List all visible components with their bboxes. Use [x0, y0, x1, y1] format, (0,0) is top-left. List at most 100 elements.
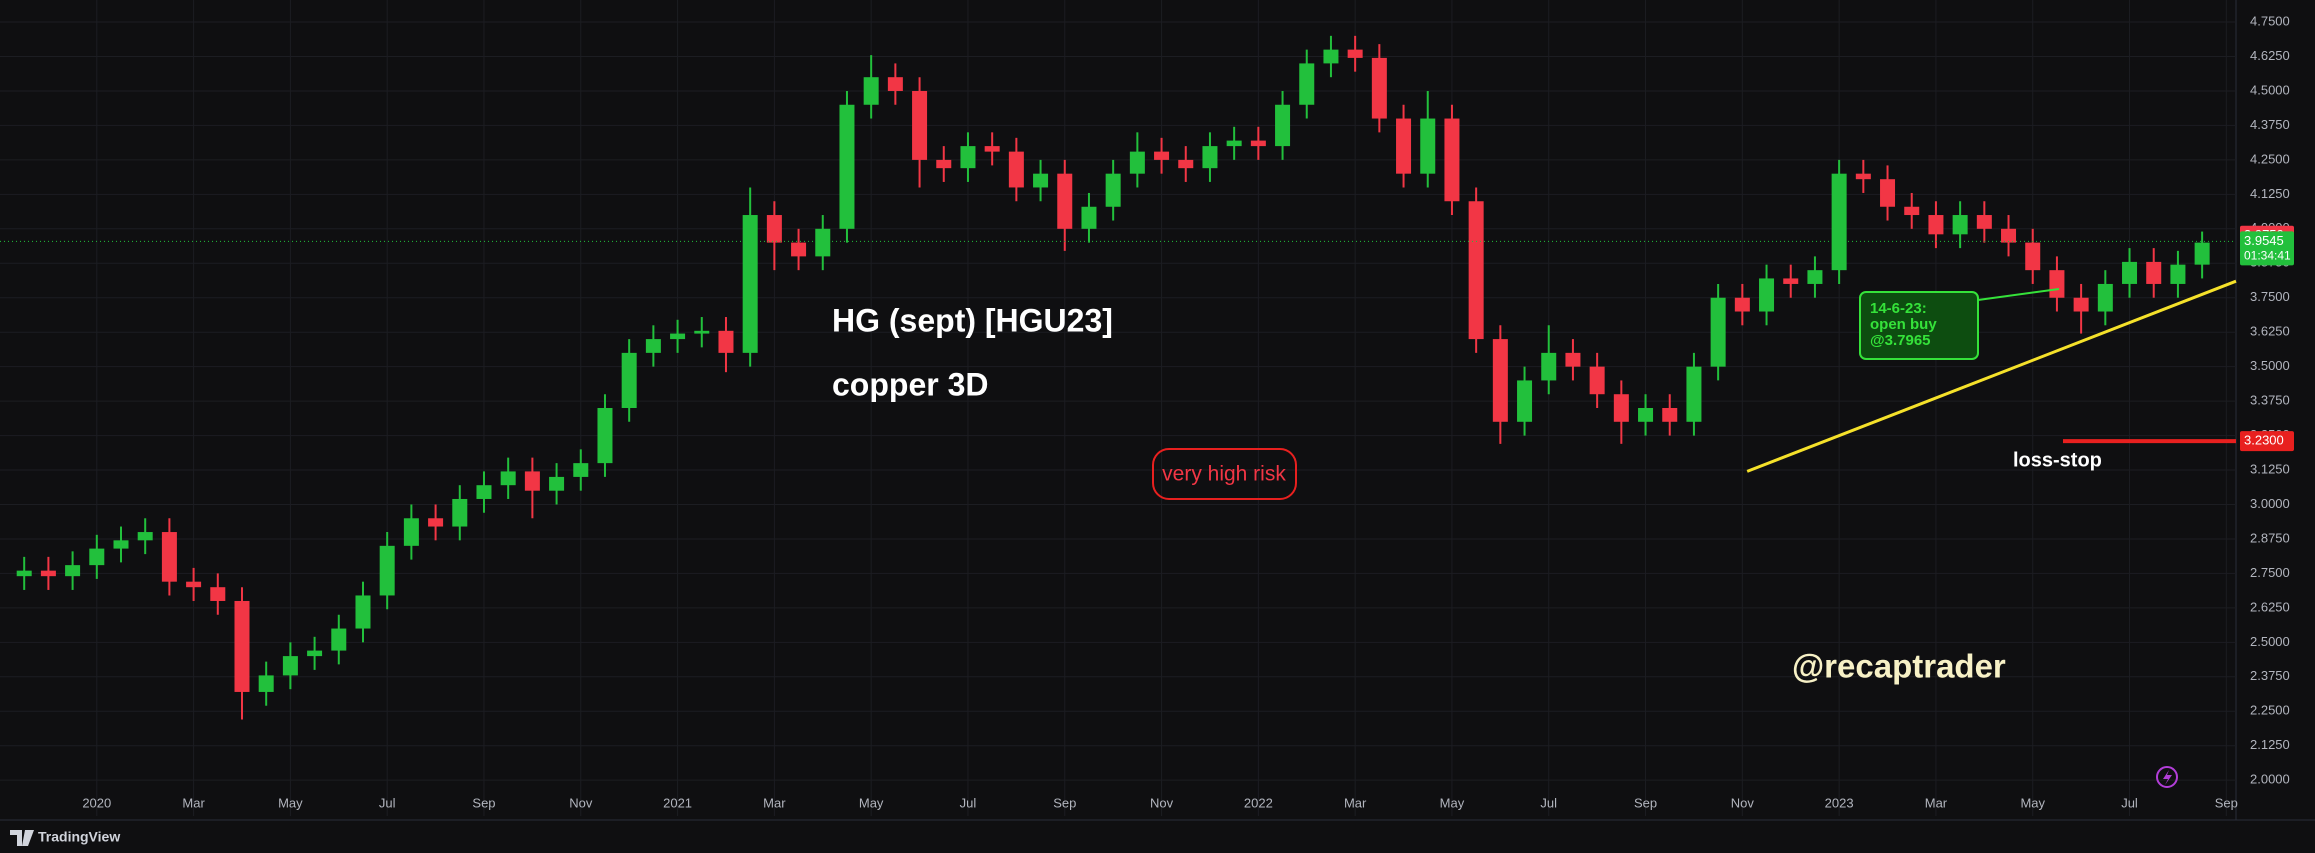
- candle-body: [2049, 270, 2065, 298]
- candle-body: [670, 333, 686, 340]
- chart-subtitle: copper 3D: [832, 366, 988, 402]
- candle-body: [355, 595, 371, 629]
- candle-body: [2025, 242, 2041, 271]
- y-tick-label: 2.5000: [2250, 634, 2290, 649]
- candle-body: [403, 518, 419, 546]
- candle-body: [1033, 173, 1049, 188]
- x-tick-label: Sep: [1634, 795, 1657, 810]
- candle-body: [1638, 408, 1654, 422]
- candle-body: [2122, 261, 2138, 284]
- candle-body: [1444, 118, 1460, 202]
- candle-body: [89, 548, 105, 566]
- candle-body: [1759, 278, 1775, 312]
- callout-box: [1859, 291, 1979, 360]
- candle-body: [234, 600, 250, 692]
- candle-body: [694, 330, 710, 334]
- candle-body: [282, 656, 298, 676]
- candle-body: [331, 628, 347, 651]
- candle-body: [2146, 261, 2162, 284]
- y-tick-label: 4.7500: [2250, 13, 2290, 28]
- candle-body: [186, 581, 202, 588]
- countdown: 01:34:41: [2244, 249, 2291, 263]
- candle-body: [1928, 215, 1944, 235]
- candle-body: [1855, 173, 1871, 180]
- y-tick-label: 3.7500: [2250, 289, 2290, 304]
- x-tick-label: May: [278, 795, 303, 810]
- candle-body: [912, 90, 928, 160]
- candle-body: [1371, 57, 1387, 119]
- watermark: @recaptrader: [1792, 648, 2006, 685]
- candle-body: [1081, 206, 1097, 229]
- x-tick-label: 2022: [1244, 795, 1273, 810]
- risk-note: very high risk: [1162, 463, 1286, 486]
- candle-body: [1952, 215, 1968, 235]
- candle-body: [40, 570, 56, 577]
- x-tick-label: 2023: [1825, 795, 1854, 810]
- callout-text: 14-6-23:: [1870, 300, 1927, 317]
- candle-body: [1831, 173, 1847, 271]
- candle-body: [1129, 151, 1145, 174]
- candle-body: [1250, 140, 1266, 147]
- y-tick-label: 3.0000: [2250, 496, 2290, 511]
- stop-text: loss-stop: [2013, 449, 2102, 471]
- lightning-icon[interactable]: [2156, 766, 2178, 788]
- candle-body: [1517, 380, 1533, 422]
- candle-body: [1178, 159, 1194, 169]
- candle-body: [1734, 297, 1750, 312]
- candle-body: [1541, 352, 1557, 381]
- x-tick-label: Jul: [960, 795, 977, 810]
- candle-body: [766, 215, 782, 243]
- price-tag: [2240, 231, 2294, 266]
- x-tick-label: 2020: [82, 795, 111, 810]
- candle-body: [1347, 49, 1363, 58]
- candle-body: [936, 159, 952, 169]
- candle-body: [16, 570, 32, 577]
- candle-body: [1299, 63, 1315, 105]
- candle-body: [500, 471, 516, 486]
- candle-body: [1275, 104, 1291, 147]
- y-tick-label: 4.3750: [2250, 117, 2290, 132]
- candle-body: [1807, 270, 1823, 284]
- candle-body: [1589, 366, 1605, 395]
- x-tick-label: Mar: [182, 795, 205, 810]
- candle-body: [984, 146, 1000, 152]
- candle-body: [1976, 215, 1992, 229]
- candle-body: [113, 540, 129, 549]
- x-tick-label: Jul: [2121, 795, 2138, 810]
- x-tick-label: 2021: [663, 795, 692, 810]
- footer-brand: TradingView: [38, 829, 120, 845]
- candle-body: [815, 228, 831, 257]
- candle-body: [2073, 297, 2089, 312]
- candle-body: [2097, 283, 2113, 312]
- candle-body: [887, 77, 903, 91]
- price-tag-label: 3.2300: [2244, 433, 2284, 448]
- x-tick-label: Sep: [1053, 795, 1076, 810]
- candle-body: [1880, 179, 1896, 207]
- candle-body: [1105, 173, 1121, 207]
- logo: [10, 830, 34, 846]
- candle-body: [1565, 352, 1581, 367]
- candle-body: [1710, 297, 1726, 367]
- price-tag: [2240, 431, 2294, 452]
- candle-body: [742, 215, 758, 353]
- candle-body: [1008, 151, 1024, 188]
- callout-text: @3.7965: [1870, 332, 1931, 349]
- y-tick-label: 3.6250: [2250, 324, 2290, 339]
- x-tick-label: Sep: [472, 795, 495, 810]
- candle-body: [549, 476, 565, 491]
- x-tick-label: May: [859, 795, 884, 810]
- y-tick-label: 4.5000: [2250, 82, 2290, 97]
- y-tick-label: 2.0000: [2250, 772, 2290, 787]
- candle-body: [2194, 242, 2210, 265]
- candle-body: [476, 485, 492, 499]
- candle-body: [210, 587, 226, 601]
- candle-body: [428, 518, 444, 527]
- y-tick-label: 2.2500: [2250, 703, 2290, 718]
- candle-body: [1226, 140, 1242, 147]
- candle-body: [161, 532, 177, 582]
- y-tick-label: 2.3750: [2250, 668, 2290, 683]
- candle-body: [1057, 173, 1073, 229]
- x-tick-label: Jul: [379, 795, 396, 810]
